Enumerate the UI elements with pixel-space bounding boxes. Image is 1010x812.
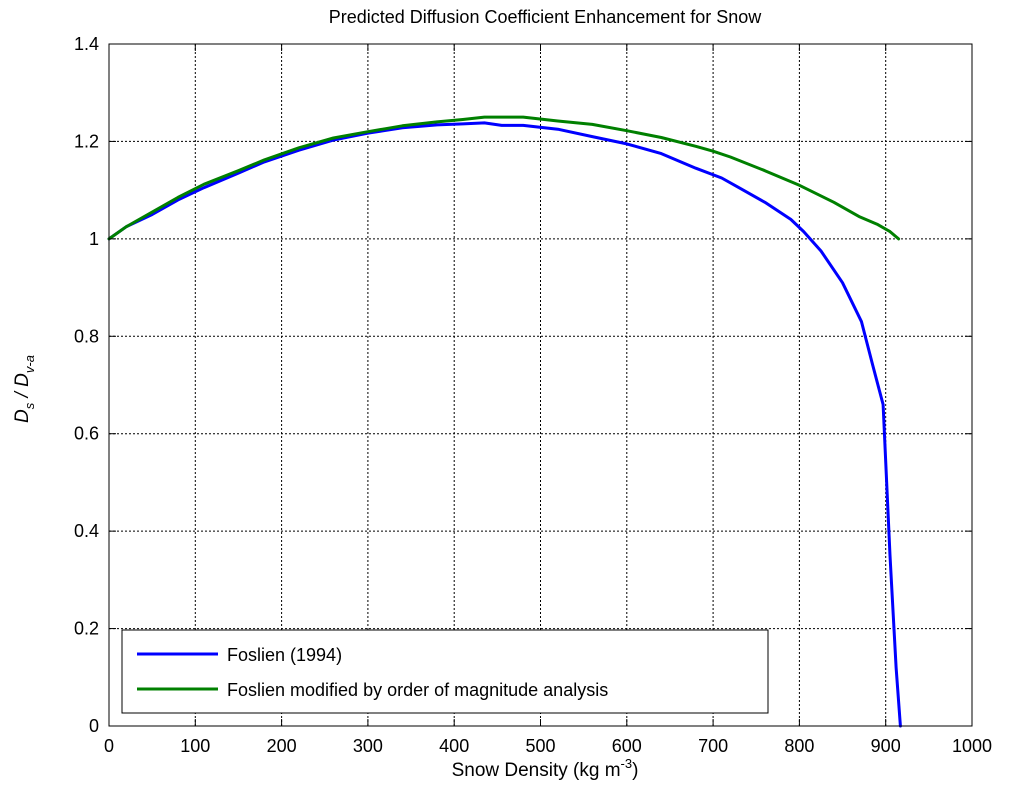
x-tick-label: 500: [525, 736, 555, 756]
x-tick-label: 300: [353, 736, 383, 756]
y-axis-title-separator: /: [12, 387, 33, 403]
series-line-foslien-1994: [107, 121, 902, 728]
x-tick-label: 100: [180, 736, 210, 756]
x-axis-title-superscript: -3: [621, 756, 633, 771]
y-axis-title: Ds / Dv-a: [12, 355, 37, 423]
y-tick-label: 1: [89, 229, 99, 249]
y-tick-label: 0.4: [74, 521, 99, 541]
y-tick-label: 1.4: [74, 34, 99, 54]
x-tick-label: 0: [104, 736, 114, 756]
x-tick-label: 700: [698, 736, 728, 756]
ticks: [108, 43, 973, 727]
x-tick-labels: 0 100 200 300 400 500 600 700 800 900 1000: [104, 736, 992, 756]
legend-label-foslien-modified: Foslien modified by order of magnitude a…: [227, 680, 608, 700]
series-line-foslien-modified: [107, 115, 901, 241]
y-tick-label: 0.2: [74, 619, 99, 639]
y-axis-title-denominator: D: [12, 373, 33, 387]
y-axis-title-numerator-subscript: s: [22, 402, 37, 409]
x-tick-label: 1000: [952, 736, 992, 756]
series-lines: [107, 115, 902, 728]
y-tick-label: 0.8: [74, 326, 99, 346]
x-axis-title-main: Snow Density (kg m: [452, 760, 621, 781]
y-tick-label: 0: [89, 716, 99, 736]
grid-lines: [109, 44, 972, 726]
legend-label-foslien-1994: Foslien (1994): [227, 645, 342, 665]
x-axis-title: Snow Density (kg m-3): [452, 756, 639, 781]
y-tick-label: 1.2: [74, 131, 99, 151]
y-tick-labels: 0 0.2 0.4 0.6 0.8 1 1.2 1.4: [74, 34, 99, 736]
legend-box: [121, 629, 769, 714]
x-tick-label: 400: [439, 736, 469, 756]
x-tick-label: 200: [267, 736, 297, 756]
x-tick-label: 900: [871, 736, 901, 756]
legend: Foslien (1994) Foslien modified by order…: [121, 629, 769, 714]
x-tick-label: 800: [784, 736, 814, 756]
y-axis-title-denominator-subscript: v-a: [22, 355, 37, 373]
y-tick-label: 0.6: [74, 424, 99, 444]
x-tick-label: 600: [612, 736, 642, 756]
chart-title: Predicted Diffusion Coefficient Enhancem…: [329, 7, 763, 27]
x-axis-title-end: ): [632, 760, 638, 781]
y-axis-title-numerator: D: [12, 409, 33, 423]
